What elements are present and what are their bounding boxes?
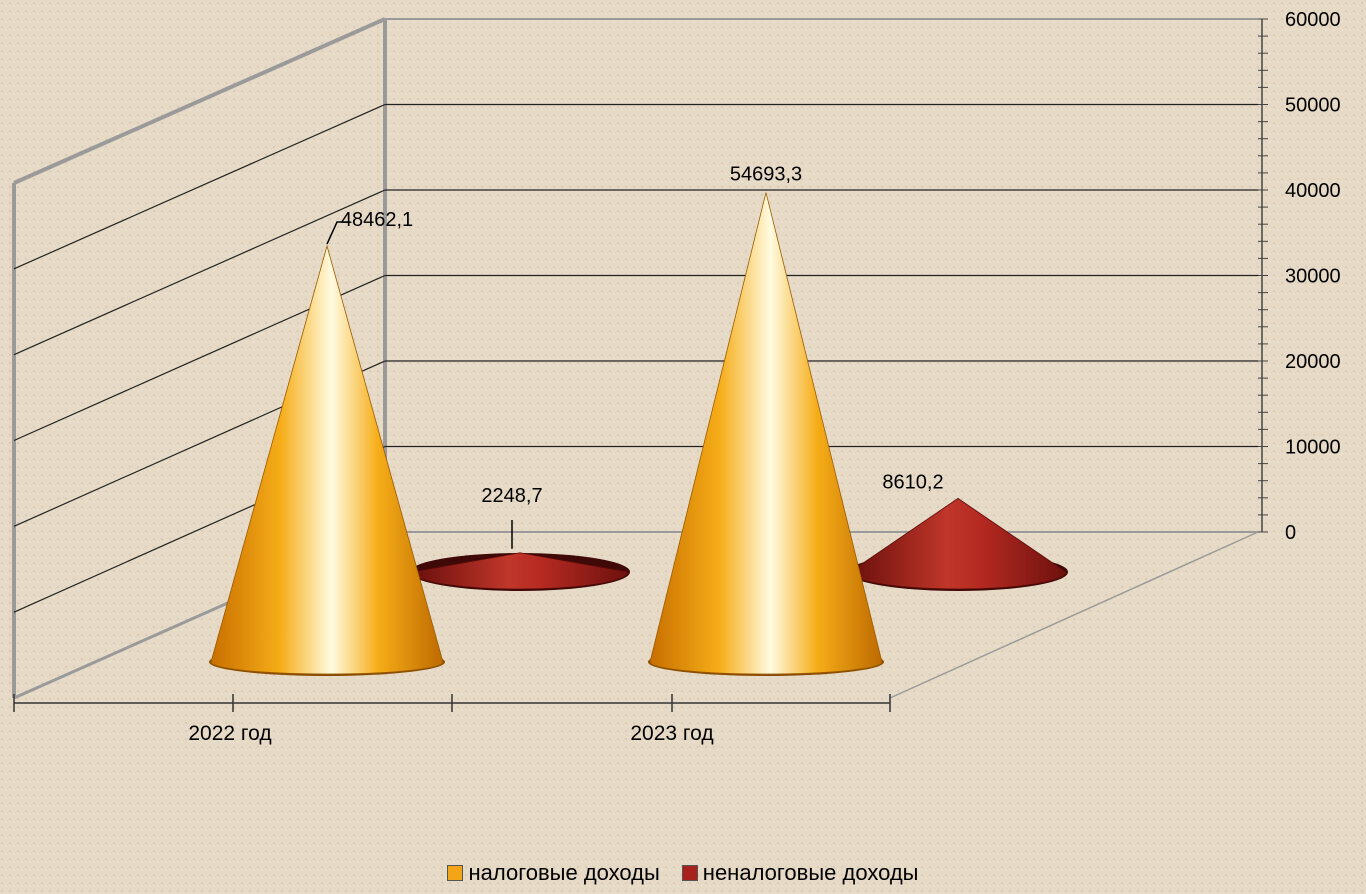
y-tick-label-2: 20000 <box>1285 351 1341 373</box>
cone-tax-2022-body <box>210 244 444 675</box>
x-category-label-1: 2023 год <box>630 722 713 745</box>
x-axis: 2022 год 2023 год <box>13 694 891 745</box>
legend-swatch-tax <box>447 865 464 881</box>
cone-tax-2022-label: 48462,1 <box>341 209 413 231</box>
y-tick-label-5: 50000 <box>1285 95 1341 117</box>
cone-tax-2023-body <box>649 192 883 675</box>
y-tick-label-4: 40000 <box>1285 180 1341 202</box>
cone-tax-2022: 48462,1 <box>209 209 445 676</box>
cone-nontax-2023-body <box>849 497 1067 590</box>
cone-nontax-2022-body <box>411 552 629 590</box>
cone-tax-2023-label: 54693,3 <box>730 164 802 186</box>
gridline-left-5 <box>13 103 386 270</box>
cone-tax-2022-leader <box>326 221 349 245</box>
x-category-label-0: 2022 год <box>188 722 271 745</box>
cone-nontax-2022-label: 2248,7 <box>481 485 542 507</box>
y-tick-label-6: 60000 <box>1285 9 1341 31</box>
gridline-left-4 <box>13 189 386 356</box>
y-axis: 0 10000 20000 30000 40000 50000 60000 <box>1258 9 1341 544</box>
y-tick-label-1: 10000 <box>1285 437 1341 459</box>
data-marks: 2248,7 8610,2 48462,1 54693,3 <box>209 164 1068 676</box>
y-tick-label-0: 0 <box>1285 522 1296 544</box>
legend-swatch-nontax <box>681 865 698 881</box>
legend-label-tax: налоговые доходы <box>468 860 660 885</box>
cone-nontax-2022: 2248,7 <box>410 485 630 591</box>
y-tick-label-3: 30000 <box>1285 266 1341 288</box>
cone-nontax-2023-label: 8610,2 <box>882 471 943 493</box>
legend-item-tax: налоговые доходы <box>447 860 660 886</box>
legend-label-nontax: неналоговые доходы <box>702 860 919 885</box>
cone-tax-2023: 54693,3 <box>648 164 884 676</box>
cone-nontax-2023: 8610,2 <box>848 471 1068 591</box>
legend-item-nontax: неналоговые доходы <box>681 860 919 886</box>
legend: налоговые доходы неналоговые доходы <box>0 860 1366 886</box>
